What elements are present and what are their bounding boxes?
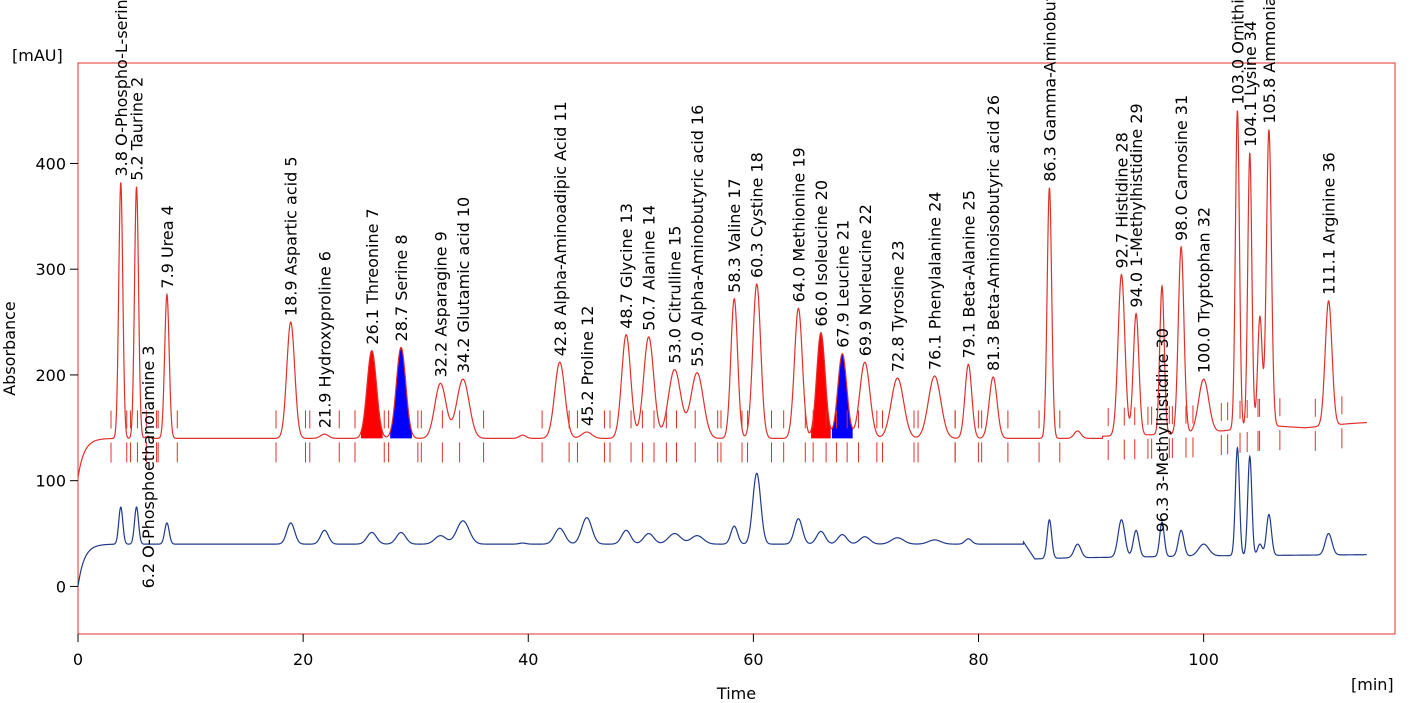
peak-label-11: 42.8 Alpha-Aminoadipic Acid 11 <box>551 101 570 356</box>
peak-label-9: 32.2 Asparagine 9 <box>431 231 450 377</box>
peak-label-29: 94.0 1-Methylhistidine 29 <box>1127 103 1146 307</box>
peak-label-12: 45.2 Proline 12 <box>578 306 597 426</box>
peak-fill-8 <box>390 347 412 439</box>
peak-label-30: 96.3 3-Methylhistidine 30 <box>1153 328 1172 532</box>
peak-label-26: 81.3 Beta-Aminoisobutyric acid 26 <box>984 95 1003 371</box>
x-axis-title: Time <box>716 684 756 703</box>
peak-label-13: 48.7 Glycine 13 <box>617 203 636 329</box>
peak-label-7: 26.1 Threonine 7 <box>363 208 382 344</box>
peak-label-35: 105.8 Ammonia 35 <box>1260 0 1279 124</box>
peak-label-36: 111.1 Arginine 36 <box>1320 152 1339 295</box>
peak-label-16: 55.0 Alpha-Aminobutyric acid 16 <box>688 105 707 367</box>
peak-label-24: 76.1 Phenylalanine 24 <box>926 192 945 370</box>
peak-label-21: 67.9 Leucine 21 <box>833 220 852 348</box>
peak-label-18: 60.3 Cystine 18 <box>748 152 767 278</box>
plot-frame <box>77 62 1396 635</box>
blank-trace <box>77 446 1367 587</box>
peak-label-20: 66.0 Isoleucine 20 <box>812 180 831 327</box>
sample-trace <box>77 110 1367 478</box>
x-unit-label: [min] <box>1351 675 1394 694</box>
peak-fill-21 <box>831 353 853 439</box>
y-unit-label: [mAU] <box>12 46 63 65</box>
y-tick-label: 100 <box>35 472 66 491</box>
peak-label-25: 79.1 Beta-Alanine 25 <box>959 190 978 358</box>
peak-label-5: 18.9 Aspartic acid 5 <box>282 156 301 316</box>
peak-label-31: 98.0 Carnosine 31 <box>1172 95 1191 241</box>
peak-label-4: 7.9 Urea 4 <box>158 205 177 288</box>
y-tick-label: 0 <box>56 577 66 596</box>
y-tick-label: 200 <box>35 366 66 385</box>
x-tick-label: 60 <box>743 650 763 669</box>
peak-fill-7 <box>360 350 383 439</box>
x-tick-label: 40 <box>518 650 538 669</box>
peak-label-23: 72.8 Tyrosine 23 <box>888 240 907 372</box>
peak-label-34: 104.1 Lysine 34 <box>1241 21 1260 147</box>
peak-label-15: 53.0 Citrulline 15 <box>666 226 685 364</box>
x-tick-label: 100 <box>1188 650 1219 669</box>
peak-label-8: 28.7 Serine 8 <box>392 234 411 341</box>
x-tick-label: 0 <box>73 650 83 669</box>
peak-label-1: 3.8 O-Phospho-L-serine 1 <box>112 0 131 176</box>
y-tick-label: 300 <box>35 260 66 279</box>
peak-label-10: 34.2 Glutamic acid 10 <box>454 197 473 373</box>
y-tick-label: 400 <box>35 154 66 173</box>
peak-label-32: 100.0 Tryptophan 32 <box>1195 207 1214 373</box>
x-tick-label: 20 <box>293 650 313 669</box>
peak-fill-20 <box>811 332 831 439</box>
peak-label-33: 103.0 Ornithine 33 <box>1228 0 1247 105</box>
peak-label-28: 92.7 Histidine 28 <box>1112 132 1131 268</box>
peak-label-27: 86.3 Gamma-Aminobutyric acid 27 <box>1040 0 1059 182</box>
peak-label-14: 50.7 Alanine 14 <box>640 205 659 331</box>
peak-label-19: 64.0 Methionine 19 <box>789 147 808 302</box>
x-tick-label: 80 <box>968 650 988 669</box>
peak-label-2: 5.2 Taurine 2 <box>128 77 147 181</box>
y-axis-title: Absorbance <box>0 301 19 396</box>
peak-label-22: 69.9 Norleucine 22 <box>856 204 875 356</box>
peak-label-6: 21.9 Hydroxyproline 6 <box>316 251 335 428</box>
peak-label-3: 6.2 O-Phosphoethanolamine 3 <box>139 346 158 589</box>
peak-label-17: 58.3 Valine 17 <box>725 178 744 293</box>
